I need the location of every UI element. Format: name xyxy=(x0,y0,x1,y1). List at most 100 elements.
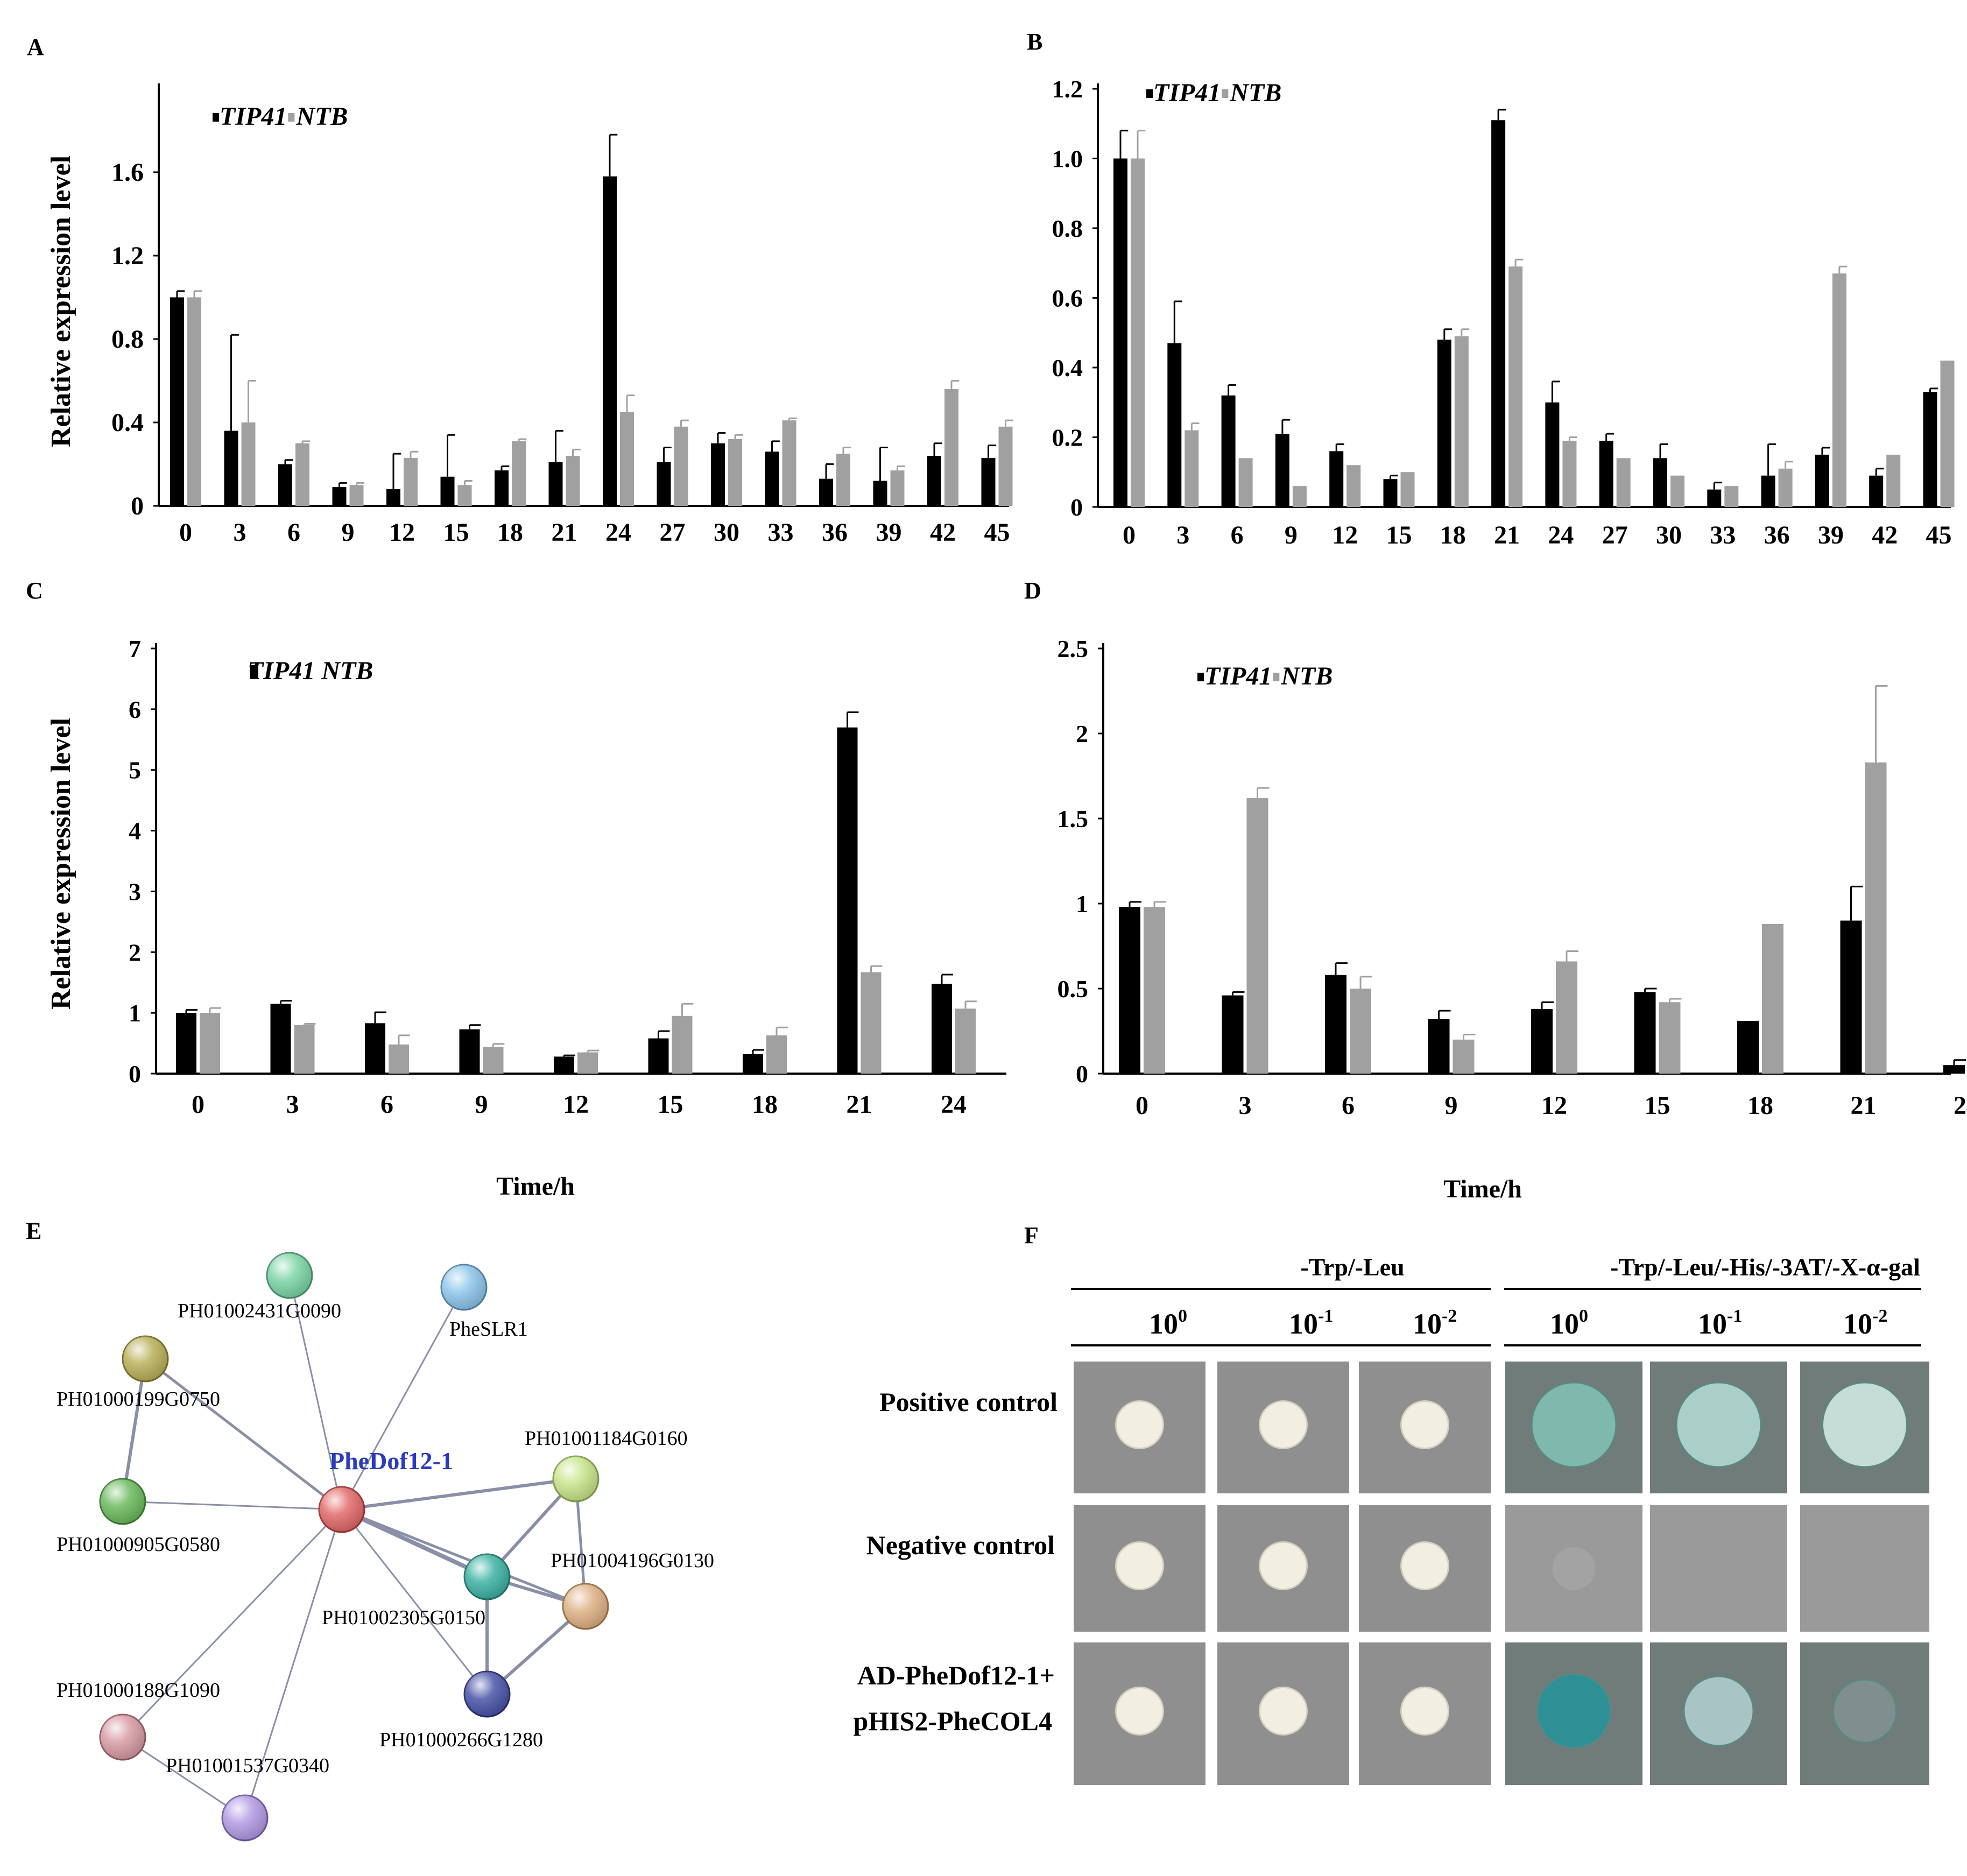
panel-label-d: D xyxy=(1024,577,1041,604)
y-tick-label: 0 xyxy=(131,492,144,520)
bar-tip41 xyxy=(927,456,941,506)
bar-tip41 xyxy=(365,1023,385,1074)
node-n2[interactable] xyxy=(440,1264,488,1311)
x-tick-label: 42 xyxy=(930,518,956,547)
y2h-plate-cell xyxy=(1800,1362,1929,1493)
bar-ntb xyxy=(1185,430,1199,507)
y2h-dilution-labels: 100 10-1 10-2 100 10-1 10-2 xyxy=(1149,1306,1887,1340)
y2h-plate-cell xyxy=(1074,1362,1205,1493)
bar-tip41 xyxy=(1653,458,1667,507)
bar-ntb xyxy=(766,1035,787,1074)
panel-label-e: E xyxy=(26,1218,41,1244)
x-tick-label: 6 xyxy=(287,518,300,547)
blue-colony xyxy=(1536,1674,1611,1748)
x-tick-label: 21 xyxy=(1851,1091,1877,1120)
node-n10[interactable] xyxy=(99,1713,146,1761)
node-n1[interactable] xyxy=(266,1252,313,1299)
node-label-n11: PH01001537G0340 xyxy=(166,1754,329,1777)
bar-ntb xyxy=(1616,458,1631,507)
x-tick-label: 24 xyxy=(941,1090,967,1119)
bar-ntb xyxy=(566,456,580,506)
node-label-n1: PH01002431G0090 xyxy=(178,1300,341,1322)
node-label-n9: PH01000266G1280 xyxy=(379,1729,543,1751)
x-tick-label: 45 xyxy=(1926,521,1952,549)
edge-center-n8 xyxy=(341,1508,586,1608)
y2h-plate-cell xyxy=(1505,1505,1642,1632)
bar-tip41 xyxy=(743,1054,763,1074)
y-tick-label: 1.2 xyxy=(1052,75,1083,103)
y2h-plate-cell xyxy=(1505,1362,1642,1493)
node-n4[interactable] xyxy=(99,1478,146,1525)
x-tick-label: 21 xyxy=(552,518,577,547)
bar-ntb xyxy=(728,439,742,506)
row-label-test-line2: pHIS2-PheCOL4 xyxy=(853,1706,1052,1736)
faint-colony xyxy=(1552,1547,1596,1590)
bar-tip41 xyxy=(1545,402,1560,507)
edge-center-n7 xyxy=(341,1507,488,1579)
node-n9[interactable] xyxy=(463,1670,511,1718)
legend-label-ntb: NTB xyxy=(1229,79,1281,107)
white-colony xyxy=(1400,1541,1449,1590)
bar-ntb xyxy=(955,1008,976,1074)
row-label-negative: Negative control xyxy=(866,1530,1055,1560)
y-tick-label: 1 xyxy=(1076,890,1088,918)
node-n7[interactable] xyxy=(463,1553,511,1600)
x-tick-label: 24 xyxy=(1954,1091,1967,1120)
bar-tip41 xyxy=(440,476,455,506)
y-tick-label: 0.4 xyxy=(111,408,144,437)
x-tick-label: 3 xyxy=(1239,1091,1252,1120)
bar-ntb xyxy=(1400,472,1415,507)
x-tick-label: 6 xyxy=(1342,1091,1355,1120)
bar-ntb xyxy=(672,1015,693,1074)
bar-tip41 xyxy=(224,431,238,506)
x-tick-label: 0 xyxy=(192,1090,205,1119)
y-tick-label: 0.8 xyxy=(1052,215,1083,242)
y2h-plate-cell xyxy=(1359,1362,1491,1493)
x-tick-label: 18 xyxy=(1440,521,1466,549)
node-center[interactable] xyxy=(318,1486,365,1533)
y2h-panel: -Trp/-Leu -Trp/-Leu/-His/-3AT/-X-α-gal 1… xyxy=(853,1253,1929,1785)
y2h-plate-cell xyxy=(1074,1505,1205,1632)
bar-tip41 xyxy=(1869,475,1884,507)
x-tick-label: 9 xyxy=(1445,1091,1458,1120)
blue-colony xyxy=(1676,1382,1761,1468)
x-tick-label: 24 xyxy=(1548,521,1574,549)
x-tick-label: 24 xyxy=(605,518,631,547)
node-label-n7: PH01002305G0150 xyxy=(322,1606,485,1629)
bar-tip41 xyxy=(459,1029,480,1074)
dilution-6: 10-2 xyxy=(1843,1306,1887,1340)
x-tick-label: 12 xyxy=(563,1090,589,1119)
node-n3[interactable] xyxy=(122,1335,169,1383)
bar-ntb xyxy=(294,1025,315,1074)
panel-label-b: B xyxy=(1027,29,1042,55)
node-n8[interactable] xyxy=(562,1583,609,1630)
node-label-n10: PH01000188G1090 xyxy=(57,1679,220,1702)
x-tick-label: 21 xyxy=(1494,521,1520,549)
bar-ntb xyxy=(1562,440,1577,507)
panel-label-a: A xyxy=(27,34,44,60)
bar-tip41 xyxy=(278,464,292,506)
node-label-n8: PH01004196G0130 xyxy=(551,1549,714,1572)
blue-colony xyxy=(1833,1679,1897,1743)
bar-ntb xyxy=(1453,1039,1475,1074)
y-tick-label: 6 xyxy=(129,696,141,723)
x-axis-title-d: Time/h xyxy=(1443,1175,1522,1203)
bar-ntb xyxy=(1350,989,1371,1074)
bar-tip41 xyxy=(1634,992,1656,1074)
legend: TIP41 NTB xyxy=(213,102,348,131)
y-tick-label: 4 xyxy=(129,817,141,845)
bar-tip41 xyxy=(386,489,400,506)
white-colony xyxy=(1115,1687,1164,1736)
panel-label-f: F xyxy=(1024,1222,1039,1249)
edge-center-n10 xyxy=(122,1508,343,1738)
bar-ntb xyxy=(1762,923,1783,1074)
node-n11[interactable] xyxy=(221,1794,269,1842)
edge-center-n6 xyxy=(341,1477,576,1511)
legend: TIP41 NTB xyxy=(1197,662,1333,690)
legend-swatch-tip41 xyxy=(1146,89,1153,98)
y2h-row-labels: Positive control Negative control AD-Phe… xyxy=(853,1387,1057,1736)
x-tick-label: 27 xyxy=(1602,521,1628,549)
y-tick-label: 2 xyxy=(129,939,141,966)
node-n6[interactable] xyxy=(552,1455,600,1503)
